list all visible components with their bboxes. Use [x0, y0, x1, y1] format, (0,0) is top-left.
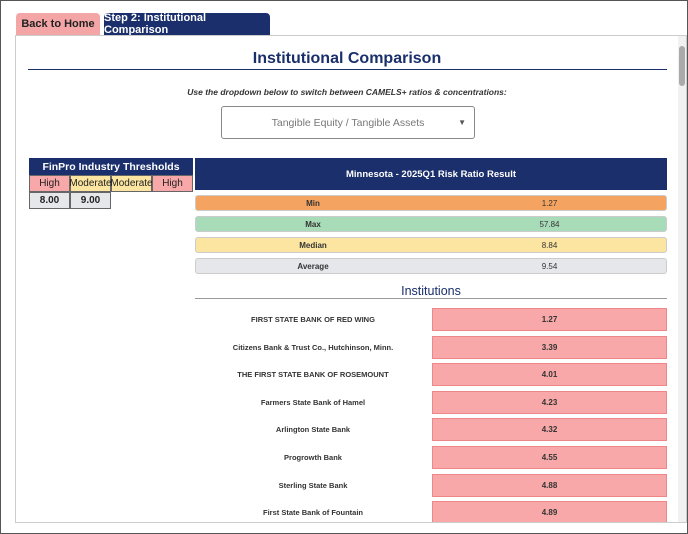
institution-value: 4.89 [432, 501, 667, 522]
stat-row [195, 258, 667, 274]
institution-value: 4.88 [432, 473, 667, 497]
instruction: Use the dropdown below to switch between… [187, 87, 507, 97]
panel: Institutional Comparison Use the dropdow… [15, 35, 687, 523]
stat-label: Average [297, 261, 329, 271]
institution-value: 4.32 [432, 418, 667, 442]
divider [28, 69, 667, 70]
threshold-label: Moderate [110, 175, 153, 192]
threshold-label: High [152, 175, 193, 192]
stat-value: 57.84 [539, 219, 560, 229]
stat-value: 8.84 [541, 240, 558, 250]
threshold-value: 9.00 [70, 192, 111, 209]
institution-value: 4.23 [432, 390, 667, 414]
institution-value: 3.39 [432, 335, 667, 359]
tab[interactable]: Step 2: Institutional Comparison [104, 12, 270, 36]
institution-value: 1.27 [432, 308, 667, 331]
section-title: Institutions [401, 284, 461, 298]
divider [195, 298, 667, 299]
tab[interactable]: Back to Home [16, 13, 100, 35]
stat-row [195, 216, 667, 232]
stat-label: Median [299, 240, 327, 250]
dropdown[interactable]: Tangible Equity / Tangible Assets ▼ [221, 106, 475, 139]
institution-name: THE FIRST STATE BANK OF ROSEMOUNT [237, 370, 389, 380]
stat-label: Max [305, 219, 321, 229]
institution-name: Sterling State Bank [278, 480, 348, 490]
institution-value: 4.01 [432, 363, 667, 387]
stat-row [195, 195, 667, 211]
institution-name: Citizens Bank & Trust Co., Hutchinson, M… [232, 342, 394, 352]
scrollbar[interactable] [678, 36, 686, 522]
institution-name: Farmers State Bank of Hamel [260, 397, 366, 407]
title: Institutional Comparison [252, 50, 442, 67]
stat-value: 1.27 [541, 198, 558, 208]
institution-name: Progrowth Bank [284, 453, 342, 462]
institution-value: 4.55 [432, 446, 667, 469]
stat-label: Min [306, 198, 320, 208]
stat-row [195, 237, 667, 253]
threshold-value: 8.00 [29, 192, 70, 209]
institution-name: FIRST STATE BANK OF RED WING [251, 315, 375, 324]
thresholds-title: FinPro Industry Thresholds [29, 158, 193, 175]
result-title: Minnesota - 2025Q1 Risk Ratio Result [195, 158, 667, 190]
threshold-label: High [29, 175, 70, 192]
stat-value: 9.54 [541, 261, 558, 271]
threshold-label: Moderate [69, 175, 112, 192]
institution-name: First State Bank of Fountain [262, 508, 363, 518]
institution-name: Arlington State Bank [275, 425, 351, 435]
dropdown-text: Tangible Equity / Tangible Assets [271, 116, 425, 129]
